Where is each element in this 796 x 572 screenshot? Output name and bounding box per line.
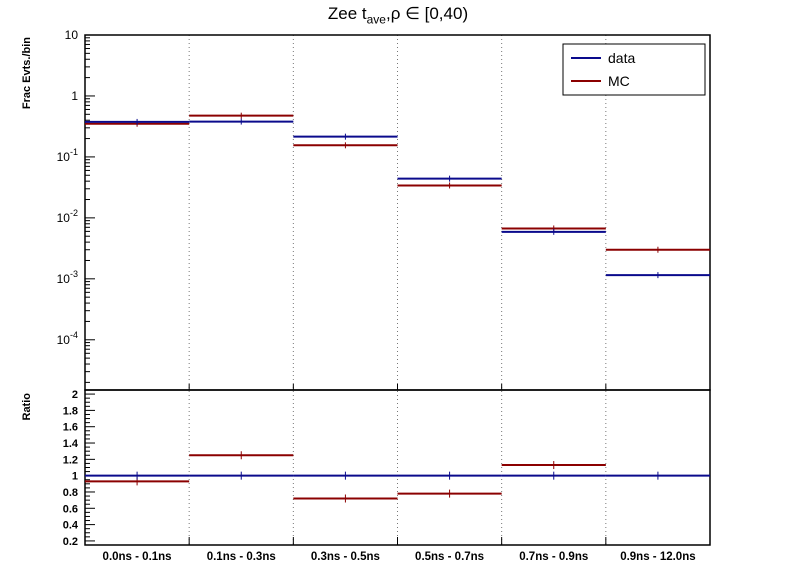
ratio-tick-label: 0.4 xyxy=(63,520,79,532)
ratio-tick-label: 1.6 xyxy=(63,422,78,434)
legend-box xyxy=(562,43,706,96)
chart-title-prefix: Zee t xyxy=(327,4,367,23)
chart-title: Zee tave,ρ ∈ [0,40) xyxy=(0,4,796,26)
log-tick-label: 10-1 xyxy=(57,147,78,164)
ratio-tick-label: 2 xyxy=(72,389,78,401)
chart-title-subscript: ave xyxy=(366,12,386,27)
ratio-y-axis-title: Ratio xyxy=(21,393,33,421)
x-category-label: 0.7ns - 0.9ns xyxy=(519,551,588,563)
legend-mc-label: MC xyxy=(608,73,630,89)
log-tick-label: 10-2 xyxy=(57,208,78,225)
ratio-tick-label: 0.6 xyxy=(63,503,78,515)
log-tick-label: 1 xyxy=(71,89,78,103)
x-category-label: 0.9ns - 12.0ns xyxy=(620,551,695,563)
ratio-tick-label: 0.8 xyxy=(63,487,78,499)
x-category-label: 0.5ns - 0.7ns xyxy=(415,551,484,563)
x-category-label: 0.3ns - 0.5ns xyxy=(311,551,380,563)
x-category-label: 0.1ns - 0.3ns xyxy=(207,551,276,563)
chart-title-suffix: ,ρ ∈ [0,40) xyxy=(385,4,469,23)
ratio-tick-label: 0.2 xyxy=(63,536,78,548)
log-tick-label: 10-3 xyxy=(57,269,78,286)
log-tick-label: 10 xyxy=(65,28,79,42)
ratio-tick-label: 1.4 xyxy=(63,438,79,450)
ratio-tick-label: 1.2 xyxy=(63,454,78,466)
x-category-label: 0.0ns - 0.1ns xyxy=(103,551,172,563)
ratio-tick-label: 1.8 xyxy=(63,405,78,417)
legend-data-label: data xyxy=(608,50,635,66)
ratio-tick-label: 1 xyxy=(72,471,78,483)
log-tick-label: 10-4 xyxy=(57,330,78,347)
top-y-axis-title: Frac Evts./bin xyxy=(21,37,33,109)
